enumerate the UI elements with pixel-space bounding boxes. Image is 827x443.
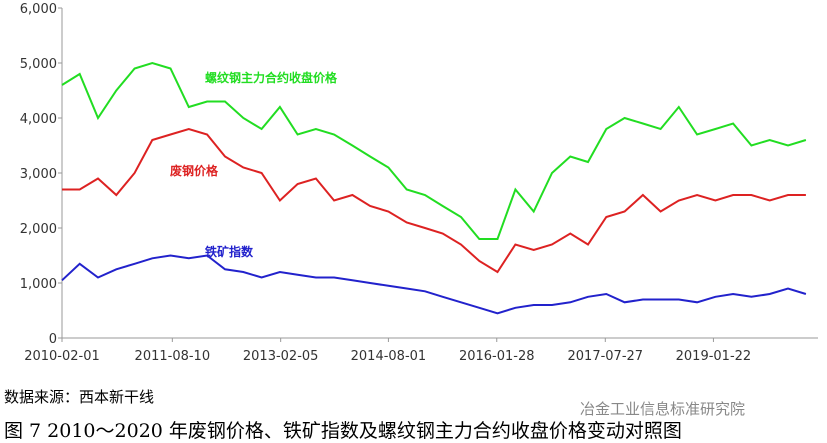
x-tick-label: 2016-01-28: [459, 349, 535, 364]
y-tick-label: 4,000: [20, 112, 57, 127]
series-label: 螺纹钢主力合约收盘价格: [205, 70, 338, 85]
figure-caption: 图 7 2010～2020 年废钢价格、铁矿指数及螺纹钢主力合约收盘价格变动对照…: [4, 420, 682, 442]
x-tick-label: 2010-02-01: [24, 349, 100, 364]
y-tick-label: 1,000: [20, 277, 57, 292]
y-tick-label: 2,000: [20, 222, 57, 237]
chart: 0 1,000 2,000 3,000 4,000 5,000 6,000 2010-02-0…: [20, 2, 818, 364]
y-tick-label: 6,000: [20, 2, 57, 17]
series-line: [61, 254, 807, 315]
series-label: 铁矿指数: [205, 244, 254, 259]
y-tick-label: 0: [49, 332, 57, 347]
series-line: [61, 61, 807, 240]
watermark: 冶金工业信息标准研究院: [580, 400, 746, 418]
x-tick-label: 2011-08-10: [135, 349, 211, 364]
x-tick-label: 2019-01-22: [676, 349, 752, 364]
y-tick-label: 3,000: [20, 167, 57, 182]
series-line: [62, 127, 806, 274]
y-tick-label: 5,000: [20, 57, 57, 72]
x-tick-label: 2017-07-27: [568, 349, 644, 364]
source-note: 数据来源：西本新干线: [4, 388, 155, 406]
series-label: 废钢价格: [170, 163, 219, 178]
x-tick-label: 2013-02-05: [243, 349, 319, 364]
x-tick-label: 2014-08-01: [351, 349, 427, 364]
